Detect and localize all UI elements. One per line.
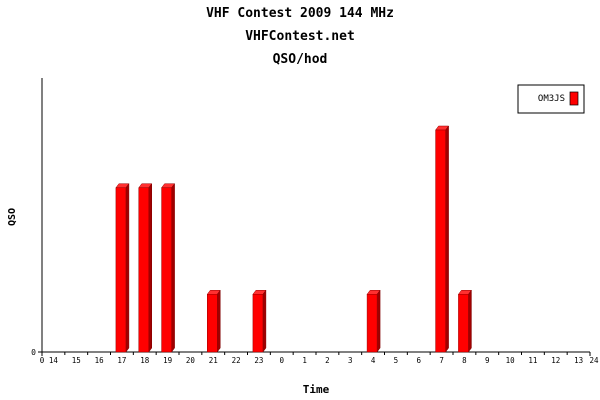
bar [366, 294, 378, 353]
bar-side [171, 182, 175, 353]
x-tick-label: 0 [40, 356, 45, 365]
x-tick-label: 21 [209, 356, 218, 365]
bar-side [125, 182, 130, 353]
chart-title: VHF Contest 2009 144 MHz [206, 6, 394, 21]
bar-side [376, 289, 381, 353]
x-tick-label: 10 [506, 356, 516, 365]
x-tick-label: 2 [325, 356, 330, 365]
x-tick-label: 23 [254, 356, 263, 365]
x-tick-label: 22 [232, 356, 241, 365]
legend-label: OM3JS [538, 94, 565, 104]
bar-side [468, 289, 472, 353]
bar [115, 187, 127, 353]
bar [161, 187, 172, 353]
x-tick-label: 15 [72, 356, 81, 365]
bar-side [148, 182, 152, 353]
x-tick-label: 12 [551, 356, 560, 365]
x-tick-label: 11 [528, 356, 537, 365]
x-tick-label: 5 [394, 356, 399, 365]
x-tick-label: 13 [574, 356, 583, 365]
bar [138, 187, 149, 353]
y-axis-label: QSO [7, 208, 18, 226]
x-tick-label: 4 [371, 356, 376, 365]
bar-side [262, 289, 267, 353]
bar [252, 294, 264, 353]
x-tick-label: 17 [117, 356, 126, 365]
bar-side [217, 289, 221, 353]
chart-unit-label: QSO/hod [272, 52, 328, 67]
x-tick-label: 6 [416, 356, 421, 365]
chart-subtitle: VHFContest.net [245, 29, 355, 44]
x-tick-label: 14 [49, 356, 59, 365]
x-tick-label: 20 [186, 356, 196, 365]
y-tick-label: 0 [31, 348, 36, 357]
bar [458, 294, 469, 353]
legend-swatch [569, 91, 579, 106]
x-tick-label: 9 [485, 356, 490, 365]
x-tick-label: 18 [140, 356, 150, 365]
x-tick-label: 16 [95, 356, 105, 365]
x-tick-label: 7 [439, 356, 444, 365]
bar [435, 129, 446, 353]
x-tick-label: 24 [589, 356, 599, 365]
x-tick-label: 1 [302, 356, 307, 365]
x-tick-label: 19 [163, 356, 172, 365]
x-axis-label: Time [303, 383, 330, 396]
x-tick-label: 3 [348, 356, 353, 365]
bar [207, 294, 218, 353]
x-tick-label: 8 [462, 356, 467, 365]
x-tick-label: 0 [279, 356, 284, 365]
bar-side [445, 125, 449, 353]
